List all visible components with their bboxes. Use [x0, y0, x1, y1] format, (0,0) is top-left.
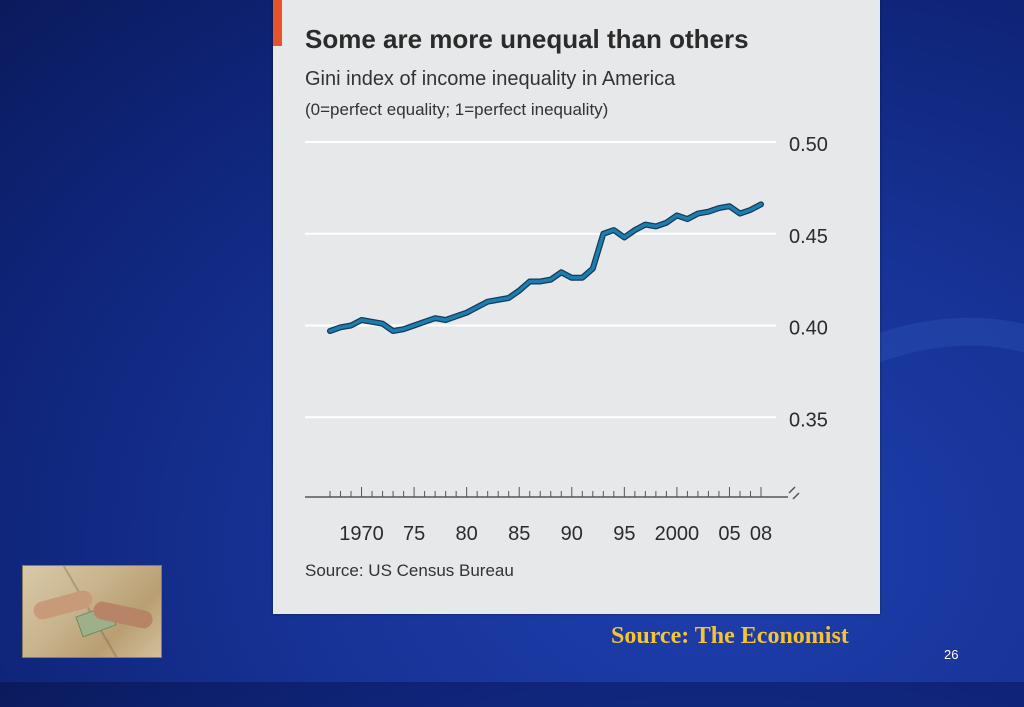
- data-point-1967: [329, 330, 331, 332]
- data-point-1985: [518, 289, 521, 292]
- data-point-1993: [602, 232, 605, 235]
- data-point-1970: [360, 319, 363, 321]
- data-point-1984: [507, 297, 510, 299]
- y-tick-label: 0.40: [789, 318, 828, 340]
- data-point-1974: [402, 328, 405, 330]
- series-line: [328, 202, 763, 333]
- x-tick-label-2000: 2000: [655, 523, 700, 545]
- data-point-1973: [392, 330, 394, 332]
- data-point-2000: [676, 214, 678, 217]
- data-point-1979: [455, 315, 457, 318]
- chart-note: (0=perfect equality; 1=perfect inequalit…: [305, 100, 609, 119]
- gini-line-chart: 0.35 0.40 0.45 0.50 1970 75 80 85 90 95 2000 05 08: [305, 134, 828, 545]
- data-point-1996: [634, 229, 636, 231]
- data-point-1972: [381, 322, 384, 325]
- data-point-2001: [686, 218, 689, 220]
- data-point-1999: [665, 221, 668, 224]
- series-line-shadow: [327, 201, 764, 335]
- data-point-1968: [339, 326, 342, 329]
- data-point-1997: [644, 223, 647, 226]
- x-tick-label-90: 90: [561, 523, 583, 545]
- data-point-1978: [444, 319, 447, 321]
- chart-title: Some are more unequal than others: [305, 24, 749, 54]
- x-tick-label-85: 85: [508, 523, 530, 545]
- data-point-1995: [623, 236, 626, 239]
- chart-card: Some are more unequal than others Gini i…: [273, 0, 880, 614]
- data-point-1992: [592, 267, 594, 270]
- data-point-1981: [476, 306, 478, 308]
- footer-source-credit: Source: The Economist: [611, 623, 849, 649]
- x-tick-label-95: 95: [613, 523, 635, 545]
- x-tick-label-80: 80: [456, 523, 478, 545]
- hands-money-thumbnail: [22, 565, 162, 658]
- data-point-1990: [570, 276, 573, 279]
- x-tick-label-05: 05: [718, 523, 740, 545]
- data-point-2002: [697, 212, 699, 215]
- data-point-1988: [549, 278, 552, 281]
- data-point-2005: [728, 205, 731, 208]
- chart-source: Source: US Census Bureau: [305, 561, 514, 580]
- data-point-2004: [718, 207, 720, 209]
- chart-subtitle: Gini index of income inequality in Ameri…: [305, 68, 676, 90]
- data-point-1976: [423, 321, 426, 323]
- page-number: 26: [944, 647, 959, 662]
- data-point-1989: [560, 271, 563, 274]
- data-point-1987: [539, 280, 542, 283]
- data-point-2003: [707, 210, 710, 213]
- y-tick-label: 0.50: [789, 134, 828, 156]
- y-tick-label: 0.35: [789, 409, 828, 431]
- data-point-2008: [760, 203, 762, 206]
- data-point-1983: [497, 299, 499, 301]
- data-point-1969: [350, 324, 352, 327]
- y-tick-label: 0.45: [789, 226, 828, 248]
- red-accent-tab: [273, 0, 282, 46]
- data-point-2006: [739, 212, 741, 215]
- x-tick-label-1970: 1970: [339, 523, 384, 545]
- data-point-1971: [371, 321, 373, 323]
- data-point-1975: [413, 324, 415, 327]
- data-point-1998: [655, 225, 657, 228]
- data-point-1994: [613, 229, 615, 231]
- data-point-1980: [465, 311, 468, 314]
- data-point-1991: [581, 276, 584, 279]
- x-tick-label-08: 08: [750, 523, 772, 545]
- axis-break-icon: [788, 486, 800, 500]
- data-point-1977: [434, 317, 436, 319]
- x-tick-label-75: 75: [403, 523, 425, 545]
- data-point-1986: [528, 280, 531, 283]
- data-point-2007: [749, 209, 752, 211]
- data-point-1982: [486, 300, 489, 303]
